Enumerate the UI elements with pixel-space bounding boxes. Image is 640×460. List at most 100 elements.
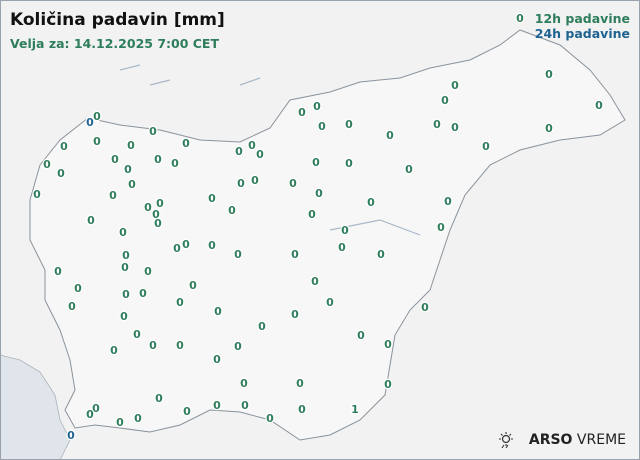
station-value-12h[interactable]: 0	[59, 139, 70, 155]
station-value-12h[interactable]: 0	[67, 299, 78, 315]
station-value-12h[interactable]: 0	[312, 99, 323, 115]
station-value-12h[interactable]: 0	[213, 304, 224, 320]
station-value-12h[interactable]: 0	[297, 105, 308, 121]
station-value-12h[interactable]: 0	[233, 247, 244, 263]
station-value-12h[interactable]: 0	[481, 139, 492, 155]
station-value-12h[interactable]: 0	[155, 196, 166, 212]
station-value-12h[interactable]: 0	[432, 117, 443, 133]
station-value-12h[interactable]: 0	[143, 200, 154, 216]
station-value-12h[interactable]: 0	[307, 207, 318, 223]
station-value-12h[interactable]: 0	[544, 121, 555, 137]
station-value-24h[interactable]: 0	[85, 115, 96, 131]
station-value-12h[interactable]: 0	[154, 391, 165, 407]
station-value-12h[interactable]: 0	[236, 176, 247, 192]
station-value-12h[interactable]: 0	[109, 343, 120, 359]
station-value-12h[interactable]: 1	[350, 402, 360, 418]
station-value-12h[interactable]: 0	[148, 338, 159, 354]
station-value-12h[interactable]: 0	[515, 11, 526, 27]
station-value-12h[interactable]: 0	[127, 177, 138, 193]
station-value-12h[interactable]: 0	[311, 155, 322, 171]
station-value-12h[interactable]: 0	[133, 411, 144, 427]
station-value-12h[interactable]: 0	[325, 295, 336, 311]
station-value-12h[interactable]: 0	[170, 156, 181, 172]
station-value-12h[interactable]: 0	[344, 117, 355, 133]
station-value-12h[interactable]: 0	[91, 401, 102, 417]
station-value-12h[interactable]: 0	[356, 328, 367, 344]
station-value-12h[interactable]: 0	[126, 138, 137, 154]
station-value-12h[interactable]: 0	[175, 338, 186, 354]
station-value-12h[interactable]: 0	[121, 248, 132, 264]
station-value-12h[interactable]: 0	[181, 136, 192, 152]
station-value-12h[interactable]: 0	[73, 281, 84, 297]
station-value-12h[interactable]: 0	[110, 152, 121, 168]
station-value-12h[interactable]: 0	[255, 147, 266, 163]
station-value-12h[interactable]: 0	[340, 223, 351, 239]
station-value-12h[interactable]: 0	[383, 337, 394, 353]
station-value-12h[interactable]: 0	[234, 144, 245, 160]
station-value-12h[interactable]: 0	[440, 93, 451, 109]
station-value-12h[interactable]: 0	[85, 407, 96, 423]
station-value-12h[interactable]: 0	[148, 124, 159, 140]
station-value-12h[interactable]: 0	[153, 216, 164, 232]
station-value-12h[interactable]: 0	[132, 327, 143, 343]
station-value-12h[interactable]: 0	[239, 376, 250, 392]
station-value-12h[interactable]: 0	[247, 138, 258, 154]
station-value-12h[interactable]: 0	[92, 134, 103, 150]
station-value-12h[interactable]: 0	[295, 376, 306, 392]
station-value-12h[interactable]: 0	[42, 157, 53, 173]
station-value-12h[interactable]: 0	[32, 187, 43, 203]
station-value-12h[interactable]: 0	[344, 156, 355, 172]
station-value-12h[interactable]: 0	[443, 194, 454, 210]
station-value-12h[interactable]: 0	[257, 319, 268, 335]
station-value-12h[interactable]: 0	[175, 295, 186, 311]
station-value-12h[interactable]: 0	[227, 203, 238, 219]
arso-logo[interactable]: ARSO VREME	[497, 431, 626, 449]
station-value-12h[interactable]: 0	[92, 109, 103, 125]
station-value-12h[interactable]: 0	[121, 287, 132, 303]
station-value-12h[interactable]: 0	[181, 237, 192, 253]
station-value-12h[interactable]: 0	[212, 352, 223, 368]
station-value-12h[interactable]: 0	[337, 240, 348, 256]
station-value-12h[interactable]: 0	[143, 264, 154, 280]
station-value-12h[interactable]: 0	[188, 278, 199, 294]
station-value-12h[interactable]: 0	[207, 191, 218, 207]
station-value-12h[interactable]: 0	[212, 398, 223, 414]
station-value-12h[interactable]: 0	[594, 98, 605, 114]
station-value-12h[interactable]: 0	[420, 300, 431, 316]
station-value-12h[interactable]: 0	[115, 415, 126, 431]
station-value-24h[interactable]: 0	[66, 428, 77, 444]
station-value-12h[interactable]: 0	[138, 286, 149, 302]
station-value-12h[interactable]: 0	[265, 411, 276, 427]
station-value-12h[interactable]: 0	[385, 128, 396, 144]
station-value-12h[interactable]: 0	[240, 398, 251, 414]
station-value-12h[interactable]: 0	[404, 162, 415, 178]
station-value-12h[interactable]: 0	[383, 377, 394, 393]
station-value-12h[interactable]: 0	[436, 220, 447, 236]
station-value-12h[interactable]: 0	[120, 260, 131, 276]
station-value-12h[interactable]: 0	[153, 152, 164, 168]
station-value-12h[interactable]: 0	[317, 119, 328, 135]
station-value-12h[interactable]: 0	[123, 162, 134, 178]
station-value-12h[interactable]: 0	[310, 274, 321, 290]
station-value-12h[interactable]: 0	[119, 309, 130, 325]
station-value-12h[interactable]: 0	[250, 173, 261, 189]
station-value-12h[interactable]: 0	[207, 238, 218, 254]
station-value-12h[interactable]: 0	[314, 186, 325, 202]
station-value-12h[interactable]: 0	[172, 241, 183, 257]
station-value-12h[interactable]: 0	[108, 188, 119, 204]
station-value-12h[interactable]: 0	[233, 339, 244, 355]
station-value-12h[interactable]: 0	[56, 166, 67, 182]
station-value-12h[interactable]: 0	[182, 404, 193, 420]
station-value-12h[interactable]: 0	[366, 195, 377, 211]
station-value-12h[interactable]: 0	[376, 247, 387, 263]
station-value-12h[interactable]: 0	[288, 176, 299, 192]
station-value-12h[interactable]: 0	[297, 402, 308, 418]
station-value-12h[interactable]: 0	[53, 264, 64, 280]
station-value-12h[interactable]: 0	[118, 225, 129, 241]
station-value-12h[interactable]: 0	[86, 213, 97, 229]
station-value-12h[interactable]: 0	[151, 207, 162, 223]
station-value-12h[interactable]: 0	[290, 247, 301, 263]
station-value-12h[interactable]: 0	[450, 120, 461, 136]
station-value-12h[interactable]: 0	[450, 78, 461, 94]
